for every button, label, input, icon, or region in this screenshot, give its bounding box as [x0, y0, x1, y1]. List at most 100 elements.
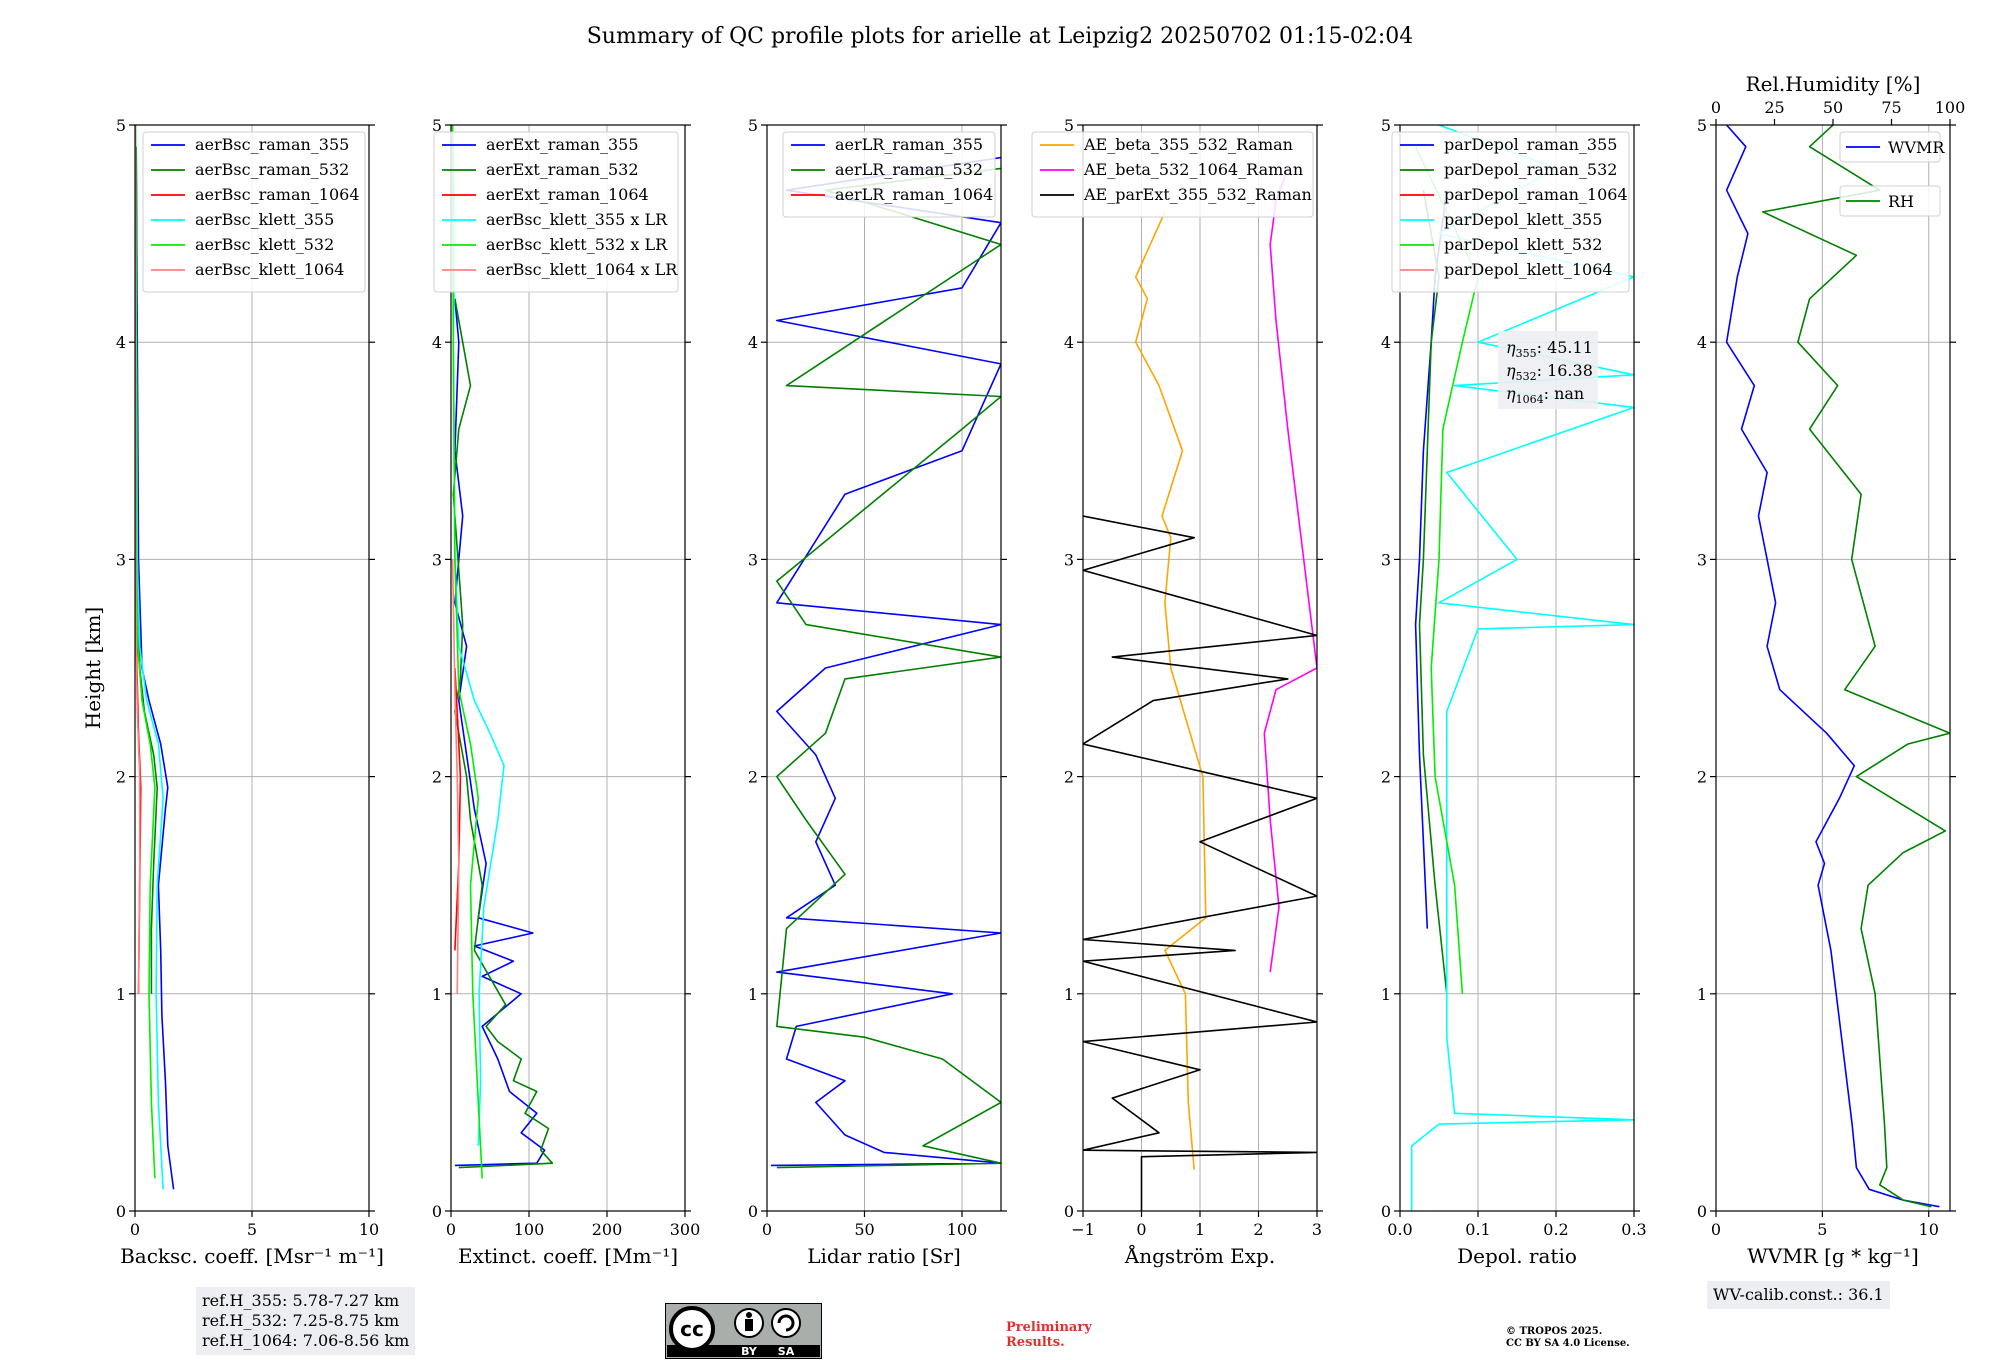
x-tick-label: 3 [1312, 1220, 1322, 1239]
plot-frame [1715, 124, 1951, 1212]
legend-label: parDepol_klett_355 [1444, 210, 1602, 229]
legend-label: aerExt_raman_355 [486, 135, 639, 154]
series-line-aerbsc-klett-532-x-lr [451, 125, 483, 1179]
series-group [451, 125, 554, 1179]
chart-panel-5: 0 1 2 3 4 5 0.0 0.1 0.2 0.3 Depol. ratio parDepol_r… [1381, 116, 1647, 1268]
x2-tick-label: 50 [1823, 98, 1843, 117]
legend-label: WVMR [1888, 138, 1945, 157]
chart-panel-2: 0 1 2 3 4 5 0 100 200 300 Extinct. coeff. [Mm⁻¹] ae… [432, 116, 700, 1268]
y-tick-label: 3 [1697, 550, 1707, 569]
wv-calib-box: WV-calib.const.: 36.1 [1707, 1281, 1890, 1309]
legend-label: parDepol_raman_1064 [1444, 185, 1628, 204]
legend-label: AE_beta_355_532_Raman [1083, 135, 1293, 154]
legend-label: aerBsc_raman_532 [195, 160, 349, 179]
x-tick-label: 10 [359, 1220, 379, 1239]
legend-label: aerLR_raman_1064 [835, 185, 993, 204]
x-tick-label: 0.1 [1465, 1220, 1490, 1239]
legend-frame [782, 131, 996, 218]
svg-text:cc: cc [680, 1317, 704, 1341]
wv-calib-const: WV-calib.const.: 36.1 [1713, 1285, 1884, 1304]
legend: aerExt_raman_355 aerExt_raman_532 aerExt_r… [433, 131, 679, 293]
legend-label: aerBsc_klett_532 x LR [486, 235, 668, 254]
y-tick-label: 0 [748, 1202, 758, 1221]
legend-label: aerBsc_raman_355 [195, 135, 349, 154]
x2-axis-label: Rel.Humidity [%] [1746, 72, 1921, 96]
series-line-aerext-raman-1064 [454, 667, 462, 951]
y-tick-label: 1 [748, 985, 758, 1004]
chart-panel-1: 0 1 2 3 4 5 0 5 10 Backsc. coeff. [Msr⁻¹ m⁻¹] Heig… [81, 116, 384, 1268]
legend: AE_beta_355_532_Raman AE_beta_532_1064_Ra… [1031, 131, 1314, 218]
y-tick-label: 2 [1381, 768, 1391, 787]
x-tick-label: 0.2 [1543, 1220, 1568, 1239]
x-tick-label: −1 [1071, 1220, 1095, 1239]
legend-frame [1839, 185, 1941, 217]
series-line-aerlr-raman-532 [776, 167, 1001, 1169]
y-tick-label: 1 [432, 985, 442, 1004]
legend: aerBsc_raman_355 aerBsc_raman_532 aerBsc_r… [142, 131, 366, 293]
series-group [770, 156, 1001, 1169]
legend-label: aerBsc_klett_1064 [195, 260, 344, 279]
legend-label: aerBsc_klett_1064 x LR [486, 260, 678, 279]
series-line-wvmr [1725, 125, 1940, 1208]
legend-frame [1031, 131, 1314, 218]
svg-text:BY: BY [741, 1345, 758, 1358]
plot-frame [1399, 124, 1635, 1212]
legend-label: aerExt_raman_532 [486, 160, 639, 179]
eta-line: η355: 45.11 [1506, 338, 1593, 360]
legend-label: parDepol_raman_355 [1444, 135, 1617, 154]
legend-frame [1391, 131, 1630, 293]
x-axis-label: Backsc. coeff. [Msr⁻¹ m⁻¹] [120, 1244, 384, 1268]
legend-frame [433, 131, 679, 293]
y-tick-label: 3 [432, 550, 442, 569]
y-tick-label: 2 [116, 768, 126, 787]
legend-label: aerBsc_klett_355 [195, 210, 334, 229]
ref-height-355: ref.H_355: 5.78-7.27 km [202, 1291, 400, 1310]
x-axis-label: Lidar ratio [Sr] [807, 1244, 961, 1268]
legend-frame [142, 131, 366, 293]
series-line-pardepol-raman-532 [1418, 190, 1448, 994]
y-tick-label: 3 [1064, 550, 1074, 569]
x-tick-label: 100 [514, 1220, 545, 1239]
y-tick-label: 0 [1064, 1202, 1074, 1221]
plot-frame [766, 124, 1002, 1212]
x-tick-label: 0 [1711, 1220, 1721, 1239]
y-tick-label: 4 [432, 333, 442, 352]
series-line-aerext-raman-532 [452, 298, 554, 1169]
y-tick-label: 4 [1064, 333, 1074, 352]
x2-tick-label: 25 [1764, 98, 1784, 117]
legend-label: AE_parExt_355_532_Raman [1083, 185, 1312, 204]
y-tick-label: 5 [116, 116, 126, 135]
legend-label: aerBsc_klett_532 [195, 235, 334, 254]
y-tick-label: 5 [432, 116, 442, 135]
figure-title: Summary of QC profile plots for arielle … [587, 24, 1414, 49]
y-tick-label: 0 [116, 1202, 126, 1221]
y-tick-label: 3 [748, 550, 758, 569]
y-tick-label: 5 [1697, 116, 1707, 135]
x-tick-label: 50 [854, 1220, 874, 1239]
reference-heights-box: ref.H_355: 5.78-7.27 km ref.H_532: 7.25-… [196, 1287, 416, 1355]
series-group [1410, 125, 1634, 1211]
series-line-aerlr-raman-355 [770, 156, 1001, 1167]
x2-tick-label: 100 [1935, 98, 1966, 117]
x-tick-label: 0.3 [1621, 1220, 1646, 1239]
x-tick-label: 0 [446, 1220, 456, 1239]
x-tick-label: 0 [130, 1220, 140, 1239]
ref-height-1064: ref.H_1064: 7.06-8.56 km [202, 1331, 410, 1350]
ref-height-532: ref.H_532: 7.25-8.75 km [202, 1311, 400, 1330]
legend-label: parDepol_klett_1064 [1444, 260, 1613, 279]
x-axis-label: Extinct. coeff. [Mm⁻¹] [458, 1244, 678, 1268]
x-tick-label: 10 [1919, 1220, 1939, 1239]
legend-label: aerBsc_klett_355 x LR [486, 210, 668, 229]
series-line-aerbsc-klett-1064-x-lr [451, 559, 460, 994]
y-tick-label: 4 [1381, 333, 1391, 352]
x-tick-label: 2 [1253, 1220, 1263, 1239]
x-tick-label: 5 [1817, 1220, 1827, 1239]
y-axis-label: Height [km] [81, 607, 105, 729]
cc-by-sa-license-badge: cc BY SA [665, 1303, 822, 1359]
y-tick-label: 2 [1697, 768, 1707, 787]
legend: parDepol_raman_355 parDepol_raman_532 parD… [1391, 131, 1630, 293]
series-line-pardepol-klett-532 [1414, 146, 1479, 994]
